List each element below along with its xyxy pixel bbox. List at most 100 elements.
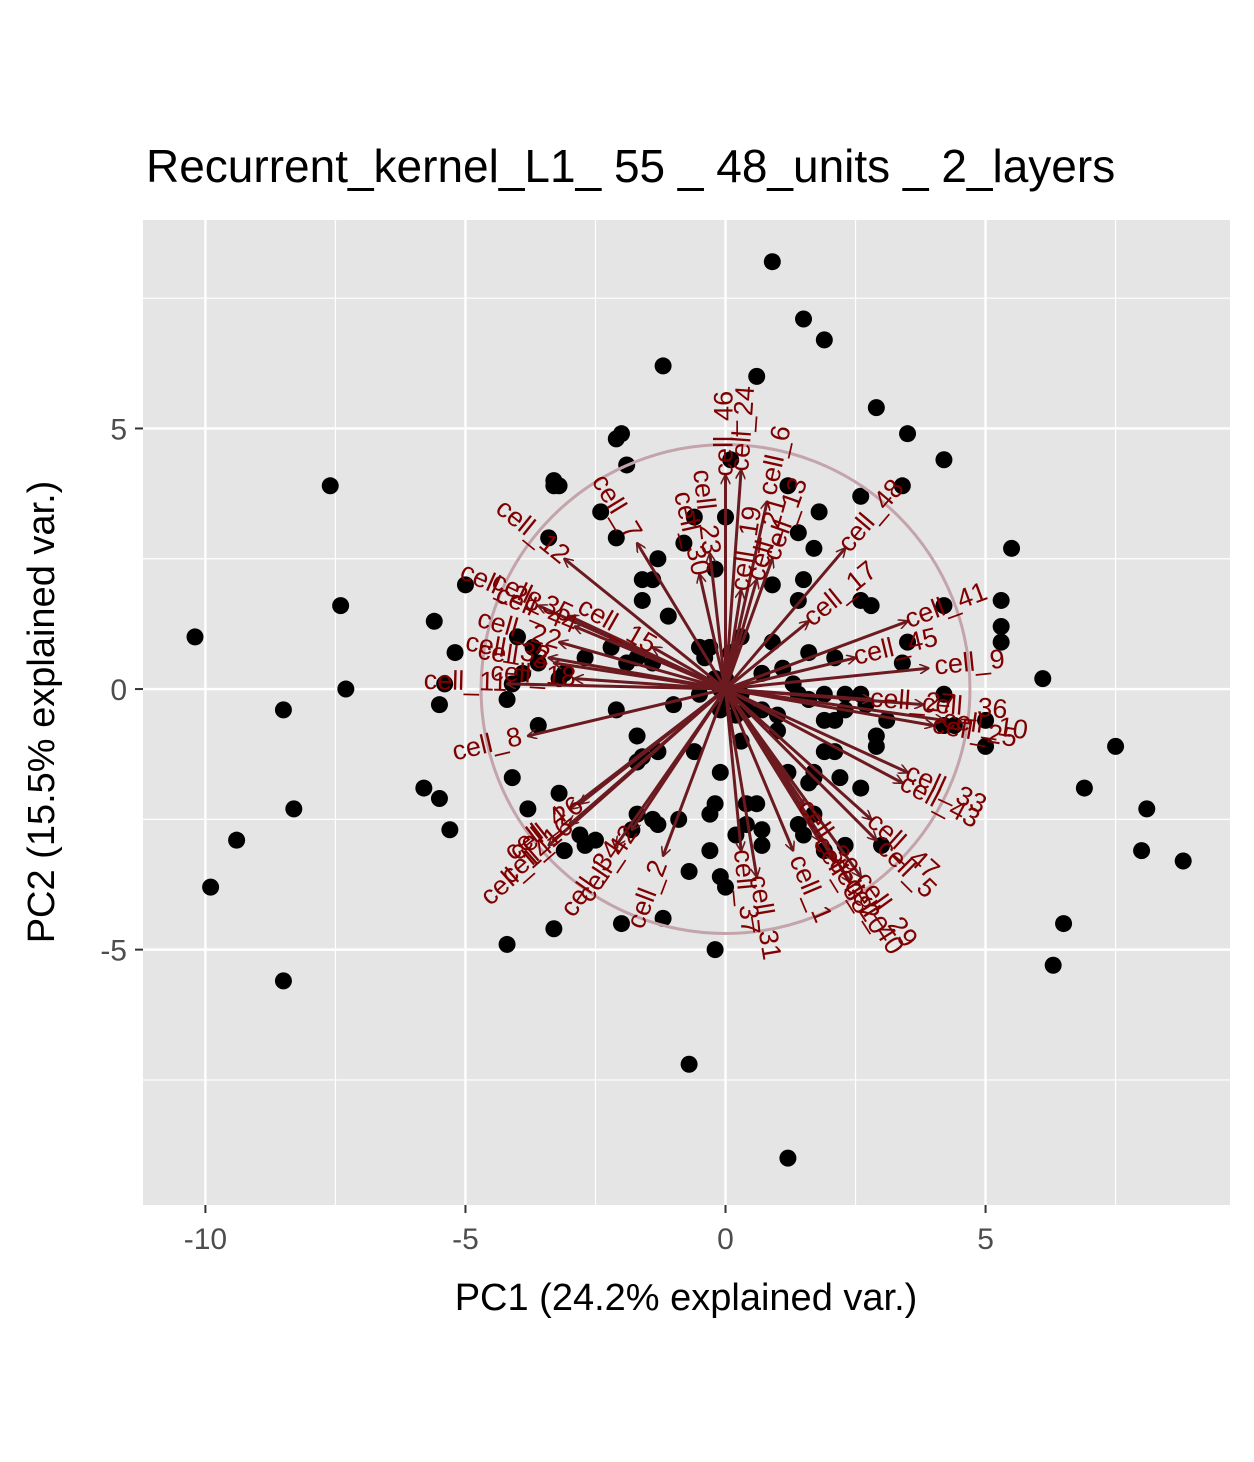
data-point xyxy=(899,633,917,651)
data-point xyxy=(649,550,667,568)
data-point xyxy=(545,477,563,495)
loading-arrow xyxy=(724,621,809,691)
loading-arrows xyxy=(507,470,944,882)
data-point xyxy=(436,675,454,693)
data-point xyxy=(706,941,724,959)
data-point xyxy=(977,711,995,729)
loading-arrow xyxy=(507,684,726,691)
correlation-circle xyxy=(479,443,972,935)
data-point xyxy=(540,529,558,547)
data-point xyxy=(810,503,828,521)
data-point xyxy=(654,909,672,927)
data-point xyxy=(654,357,672,375)
loading-arrow xyxy=(724,688,851,882)
data-point xyxy=(1133,842,1151,860)
data-point xyxy=(529,654,547,672)
loading-arrow xyxy=(724,687,903,785)
data-point xyxy=(852,487,870,505)
data-point xyxy=(893,654,911,672)
data-point xyxy=(321,477,339,495)
loading-arrow xyxy=(700,574,727,690)
data-point xyxy=(441,821,459,839)
data-point xyxy=(675,534,693,552)
data-point xyxy=(789,524,807,542)
data-point xyxy=(727,826,745,844)
data-point xyxy=(519,800,537,818)
data-point xyxy=(503,769,521,787)
data-point xyxy=(899,425,917,443)
data-point xyxy=(831,769,849,787)
loading-label: cell_24 xyxy=(724,385,760,472)
data-point xyxy=(685,743,703,761)
loading-arrow xyxy=(725,668,929,691)
loading-arrow xyxy=(663,688,727,856)
loading-arrow xyxy=(724,470,742,690)
data-point xyxy=(753,821,771,839)
x-tick-label: 5 xyxy=(977,1223,994,1256)
data-point xyxy=(711,763,729,781)
data-point xyxy=(1138,800,1156,818)
data-point xyxy=(628,727,646,745)
y-tick-label: 5 xyxy=(110,413,127,446)
loading-label: cell_46 xyxy=(709,391,739,477)
data-point xyxy=(935,597,953,615)
data-point xyxy=(992,618,1010,636)
data-point xyxy=(779,477,797,495)
data-point xyxy=(753,836,771,854)
loading-arrow xyxy=(725,687,934,725)
x-tick-label: 0 xyxy=(717,1223,734,1256)
data-point xyxy=(1174,852,1192,870)
data-point xyxy=(633,591,651,609)
data-point xyxy=(795,571,813,589)
data-point xyxy=(1044,956,1062,974)
loading-arrow xyxy=(724,559,773,690)
x-tick-label: -5 xyxy=(452,1223,479,1256)
loading-label: cell_18 xyxy=(490,656,577,692)
data-point xyxy=(862,597,880,615)
loading-arrow xyxy=(724,548,846,691)
chart-title: Recurrent_kernel_L1_ 55 _ 48_units _ 2_l… xyxy=(146,140,1115,192)
data-point xyxy=(867,399,885,417)
loading-arrow xyxy=(725,658,856,691)
data-point xyxy=(274,701,292,719)
y-axis-title: PC2 (15.5% explained var.) xyxy=(21,481,63,944)
data-point xyxy=(1034,670,1052,688)
data-point xyxy=(893,477,911,495)
data-point xyxy=(1107,737,1125,755)
loading-arrow xyxy=(724,688,742,851)
data-point xyxy=(795,826,813,844)
data-point xyxy=(701,805,719,823)
data-point xyxy=(550,784,568,802)
data-point xyxy=(795,310,813,328)
loading-arrow xyxy=(725,687,924,705)
loading-arrow xyxy=(564,559,727,691)
data-point xyxy=(202,878,220,896)
data-point xyxy=(867,737,885,755)
data-point xyxy=(852,779,870,797)
loading-arrow xyxy=(724,688,794,851)
data-point xyxy=(659,607,677,625)
data-point xyxy=(1055,915,1073,933)
y-tick-label: 0 xyxy=(110,674,127,707)
data-point xyxy=(701,842,719,860)
data-point xyxy=(935,451,953,469)
data-point xyxy=(555,842,573,860)
data-point xyxy=(815,331,833,349)
data-point xyxy=(186,628,204,646)
data-point xyxy=(550,670,568,688)
data-point xyxy=(977,737,995,755)
loading-arrow xyxy=(637,543,727,690)
loading-arrow xyxy=(575,679,726,691)
data-point xyxy=(685,508,703,526)
loading-arrow xyxy=(724,687,877,840)
data-point xyxy=(680,862,698,880)
data-point xyxy=(607,529,625,547)
loading-arrow xyxy=(569,687,727,825)
data-point xyxy=(680,1055,698,1073)
data-point xyxy=(498,690,516,708)
data-point xyxy=(992,633,1010,651)
data-point xyxy=(779,1149,797,1167)
loading-label: cell_11 xyxy=(423,665,507,697)
x-axis-title: PC1 (24.2% explained var.) xyxy=(455,1277,918,1319)
